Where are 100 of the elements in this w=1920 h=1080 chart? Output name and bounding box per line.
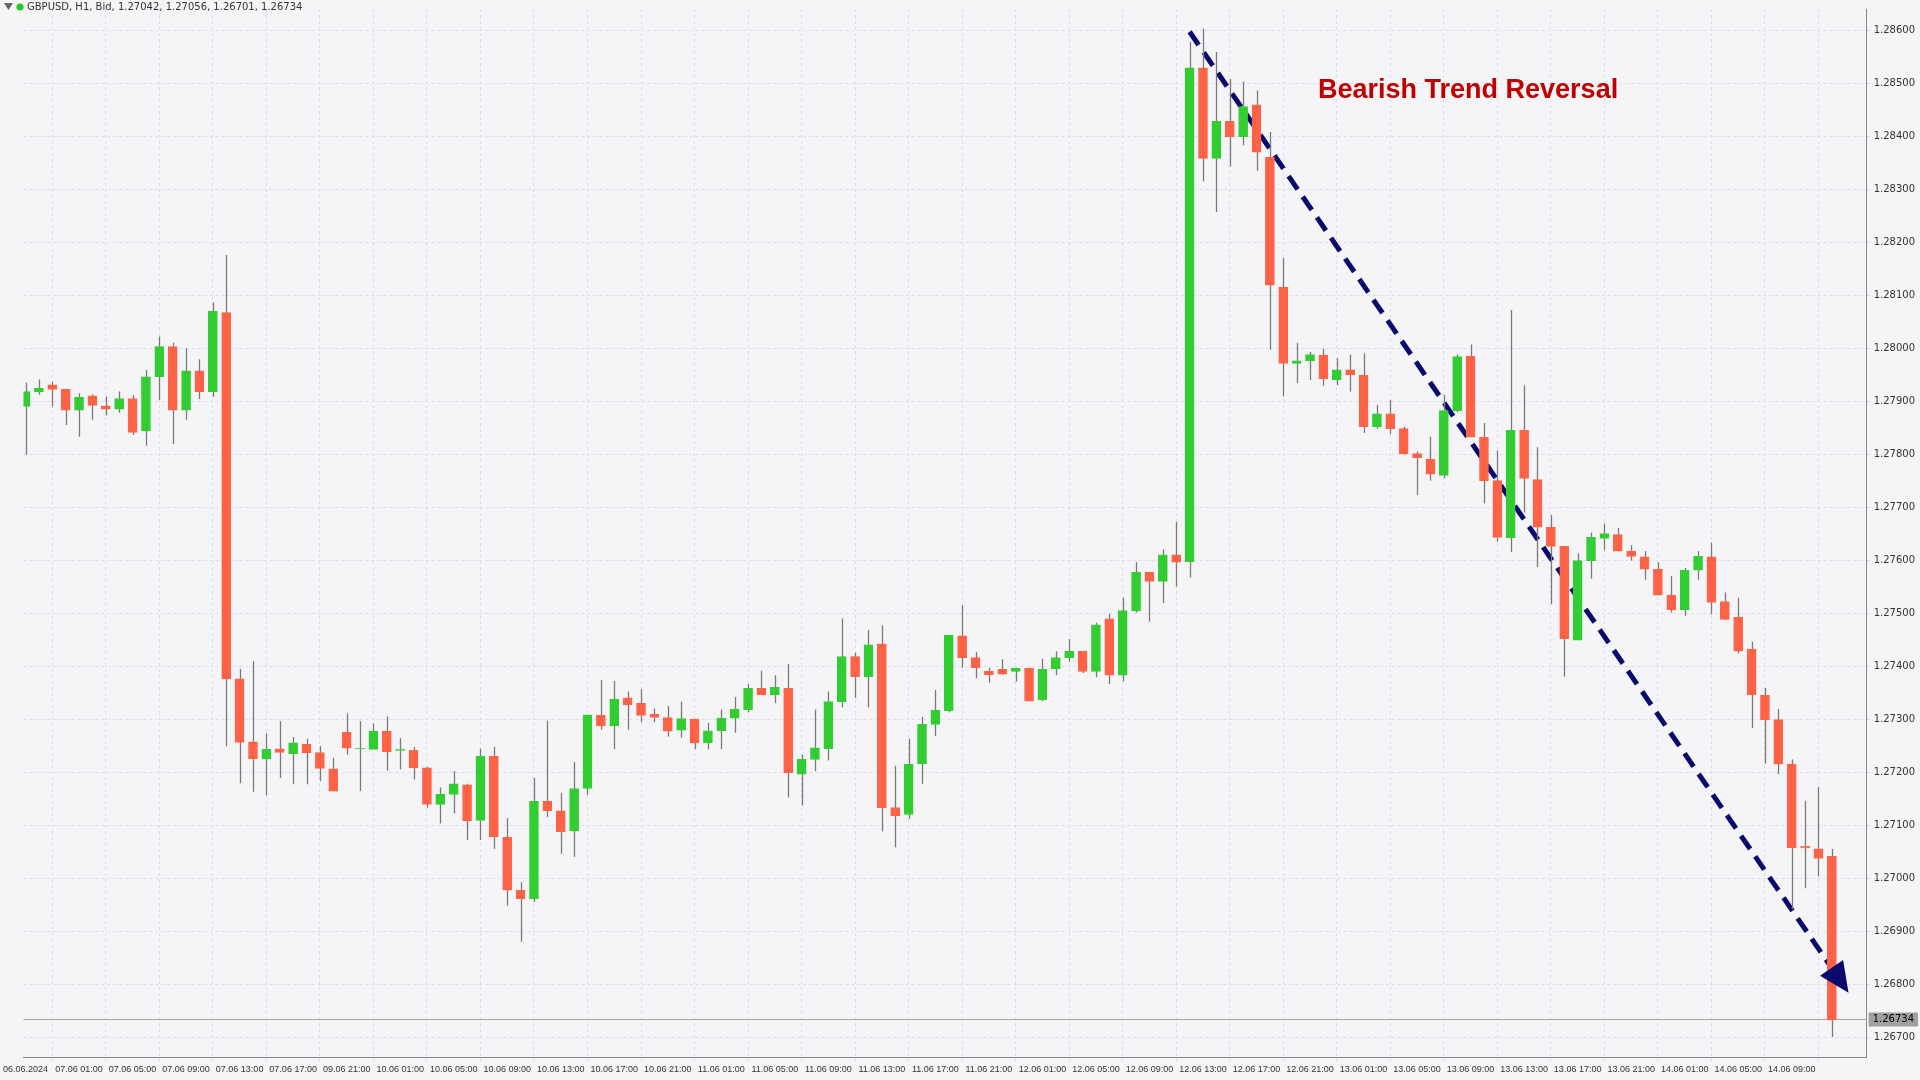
x-tick-label: 12.06 01:00 <box>1018 1064 1067 1075</box>
x-tick-label: 13.06 01:00 <box>1339 1064 1388 1075</box>
candlestick <box>1077 650 1088 674</box>
x-tick-label: 07.06 13:00 <box>215 1064 264 1075</box>
candlestick <box>810 708 820 772</box>
candlestick <box>74 392 84 438</box>
candlestick <box>328 757 339 792</box>
y-tick-label: 1.28200 <box>1873 236 1916 248</box>
candlestick <box>957 604 967 669</box>
x-tick-label: 10.06 17:00 <box>590 1064 639 1075</box>
candlestick <box>1693 550 1703 581</box>
y-tick-label: 1.27600 <box>1873 554 1916 566</box>
x-tick-label: 13.06 05:00 <box>1393 1064 1441 1075</box>
y-tick-label: 1.27400 <box>1873 660 1916 672</box>
candlestick <box>970 651 981 679</box>
candlestick <box>315 745 325 782</box>
candlestick <box>716 708 727 750</box>
candlestick <box>596 679 606 731</box>
candlestick <box>248 660 258 793</box>
candlestick <box>1398 425 1409 456</box>
y-tick-label: 1.27000 <box>1873 872 1916 884</box>
annotation: Bearish Trend Reversal <box>1318 74 1619 105</box>
y-tick-label: 1.28000 <box>1873 342 1916 354</box>
x-tick-label: 10.06 09:00 <box>483 1064 531 1075</box>
y-tick-label: 1.26700 <box>1873 1031 1916 1043</box>
y-tick-label: 1.28600 <box>1873 24 1916 36</box>
y-tick-label: 1.26900 <box>1873 925 1916 937</box>
candlestick <box>555 792 566 855</box>
x-tick-label: 14.06 05:00 <box>1714 1064 1762 1075</box>
candlestick <box>1171 521 1182 588</box>
x-tick-label: 09.06 21:00 <box>322 1064 371 1075</box>
candlestick <box>729 696 740 734</box>
candlestick <box>1425 436 1436 482</box>
candlestick <box>662 705 673 738</box>
x-tick-label: 12.06 17:00 <box>1232 1064 1281 1075</box>
candlestick <box>850 652 860 699</box>
candlestick <box>636 688 646 723</box>
candlestick <box>1224 78 1235 168</box>
y-tick-label: 1.28300 <box>1873 183 1916 195</box>
x-tick-label: 11.06 09:00 <box>804 1064 852 1075</box>
y-tick-label: 1.26800 <box>1873 978 1916 990</box>
x-tick-label: 11.06 13:00 <box>858 1064 906 1075</box>
candlestick <box>703 722 713 750</box>
x-tick-label: 07.06 05:00 <box>108 1064 157 1075</box>
candlestick <box>1318 348 1329 387</box>
candlestick <box>689 718 700 750</box>
candlestick <box>448 770 459 815</box>
candlestick <box>756 670 767 696</box>
candlestick <box>1345 353 1355 393</box>
candlestick <box>435 786 446 825</box>
x-tick-label: 07.06 01:00 <box>55 1064 103 1075</box>
x-tick-label: 12.06 05:00 <box>1072 1064 1120 1075</box>
x-tick-label: 13.06 21:00 <box>1607 1064 1655 1075</box>
x-tick-label: 10.06 21:00 <box>644 1064 692 1075</box>
x-tick-label: 13.06 17:00 <box>1553 1064 1602 1075</box>
candlestick <box>796 753 807 807</box>
candlestick <box>930 689 941 737</box>
y-tick-label: 1.28500 <box>1873 77 1916 89</box>
candlestick <box>1064 638 1075 663</box>
candlestick <box>288 736 298 785</box>
y-tick-label: 1.27100 <box>1873 819 1916 831</box>
x-tick-label: 10.06 13:00 <box>536 1064 585 1075</box>
candlestick <box>769 674 780 704</box>
candlestick <box>274 720 285 779</box>
x-tick-label: 13.06 13:00 <box>1500 1064 1548 1075</box>
candlestick <box>1760 687 1770 765</box>
x-tick-label: 10.06 01:00 <box>376 1064 424 1075</box>
candlestick <box>47 380 58 408</box>
candlestick <box>1305 351 1315 381</box>
x-tick-label: 12.06 21:00 <box>1286 1064 1334 1075</box>
candlestick <box>194 358 205 400</box>
candlestick <box>1412 450 1422 496</box>
x-tick-label: 11.06 17:00 <box>911 1064 959 1075</box>
x-tick-label: 06.06.2024 <box>3 1064 49 1075</box>
x-tick-label: 10.06 05:00 <box>429 1064 478 1075</box>
y-tick-label: 1.27800 <box>1873 448 1916 460</box>
candlestick <box>1050 650 1061 676</box>
x-tick-label: 12.06 13:00 <box>1179 1064 1227 1075</box>
x-tick-label: 14.06 09:00 <box>1767 1064 1816 1075</box>
y-tick-label: 1.27200 <box>1873 766 1916 778</box>
y-tick-label: 1.27500 <box>1873 607 1916 619</box>
candlestick <box>355 720 365 792</box>
y-tick-label: 1.27300 <box>1873 713 1916 725</box>
candlestick <box>890 765 901 848</box>
candlestick <box>1546 514 1556 605</box>
candlestick <box>341 712 352 756</box>
y-tick-label: 1.27700 <box>1873 501 1916 513</box>
y-tick-label: 1.28400 <box>1873 130 1916 142</box>
x-tick-label: 14.06 01:00 <box>1660 1064 1709 1075</box>
chart-title: GBPUSD, H1, Bid, 1.27042, 1.27056, 1.26701, 1.26734 <box>27 1 303 12</box>
x-tick-label: 11.06 05:00 <box>751 1064 799 1075</box>
candlestick <box>1372 404 1382 430</box>
candlestick <box>368 722 379 750</box>
ref-line-label: 1.26734 <box>1872 1013 1915 1025</box>
candlestick <box>1331 357 1342 386</box>
x-tick-label: 07.06 09:00 <box>162 1064 210 1075</box>
candlestick <box>1719 591 1730 621</box>
candlestick <box>743 683 753 713</box>
candlestick <box>1666 575 1677 614</box>
candlestick <box>1144 571 1155 623</box>
